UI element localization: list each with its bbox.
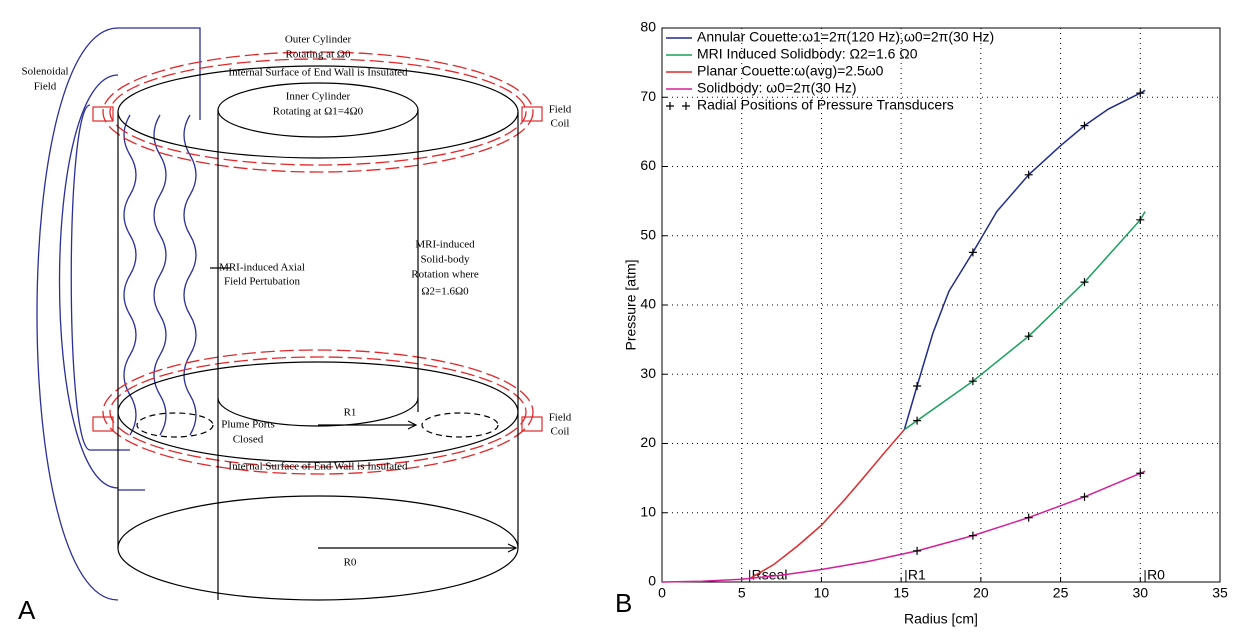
y-tick-label: 10 [640, 503, 656, 519]
legend-label: Annular Couette:ω1=2π(120 Hz),ω0=2π(30 H… [697, 29, 994, 45]
panel-label: B [615, 588, 632, 618]
diagram-label: Field [34, 81, 57, 93]
legend-label: Planar Couette:ω(avg)=2.5ω0 [697, 63, 884, 79]
annotation: R1 [908, 567, 926, 583]
diagram [36, 27, 543, 601]
x-axis-label: Radius [cm] [904, 611, 978, 627]
series-line [903, 211, 1146, 431]
x-tick-label: 30 [1132, 585, 1148, 601]
diagram-label: Closed [233, 434, 264, 446]
marker [666, 102, 674, 110]
marker [913, 416, 922, 425]
field-lines [36, 27, 201, 601]
legend-label: MRI Induced Solidbody: Ω2=1.6 Ω0 [697, 46, 918, 62]
marker [1136, 469, 1145, 478]
marker [913, 382, 922, 391]
diagram-label: Rotating at Ω1=4Ω0 [273, 106, 364, 118]
panel-label: A [18, 595, 36, 625]
annotation: Rseal [752, 567, 788, 583]
diagram-label: Outer Cylinder [285, 34, 352, 46]
marker [1080, 121, 1089, 130]
marker [1024, 513, 1033, 522]
annotation: R0 [1147, 567, 1165, 583]
diagram-label: R0 [344, 557, 357, 569]
marker [1024, 332, 1033, 341]
coil-rings [102, 51, 534, 475]
marker [968, 531, 977, 540]
diagram-label: Rotation where [411, 269, 479, 281]
diagram-label: Internal Surface of End Wall is Insulate… [228, 461, 408, 473]
marker [682, 102, 690, 110]
series-line [903, 89, 1146, 430]
diagram-label: MRI-induced [415, 239, 475, 251]
x-tick-label: 10 [814, 585, 830, 601]
x-tick-label: 0 [658, 585, 666, 601]
x-tick-label: 5 [738, 585, 746, 601]
diagram-label: Coil [551, 118, 570, 130]
marker [1136, 89, 1145, 98]
y-axis-label: Pressure [atm] [623, 259, 639, 350]
diagram-label: Ω2=1.6Ω0 [421, 286, 469, 298]
x-tick-label: 20 [973, 585, 989, 601]
y-tick-label: 80 [640, 19, 656, 35]
coil-boxes [92, 106, 543, 432]
y-tick-label: 0 [648, 573, 656, 589]
diagram-label: MRI-induced Axial [219, 262, 305, 274]
legend-label: Radial Positions of Pressure Transducers [697, 97, 954, 113]
y-tick-label: 70 [640, 88, 656, 104]
diagram-label: Field Pertubation [224, 276, 301, 288]
marker [1080, 278, 1089, 287]
x-tick-label: 15 [893, 585, 909, 601]
marker [913, 546, 922, 555]
marker [968, 248, 977, 257]
marker [1136, 215, 1145, 224]
diagram-label: R1 [344, 407, 357, 419]
legend-label: Solidbody: ω0=2π(30 Hz) [697, 80, 857, 96]
diagram-label: Plume Ports [221, 419, 274, 431]
x-tick-label: 35 [1212, 585, 1228, 601]
y-tick-label: 20 [640, 434, 656, 450]
series-line [749, 429, 905, 580]
diagram-label: Internal Surface of End Wall is Insulate… [228, 67, 408, 79]
diagram-label: Solid-body [421, 254, 470, 266]
marker [1024, 170, 1033, 179]
y-tick-label: 30 [640, 365, 656, 381]
diagram-label: Solenoidal [21, 66, 68, 78]
diagram-label: Coil [551, 426, 570, 438]
marker [1080, 492, 1089, 501]
y-tick-label: 40 [640, 296, 656, 312]
series-line [661, 470, 1146, 583]
y-tick-label: 50 [640, 226, 656, 242]
x-tick-label: 25 [1053, 585, 1069, 601]
y-tick-label: 60 [640, 157, 656, 173]
diagram-label: Field [549, 104, 572, 116]
diagram-label: Inner Cylinder [286, 91, 351, 103]
diagram-label: Field [549, 412, 572, 424]
diagram-label: Rotating at Ω0 [285, 49, 351, 61]
marker [968, 377, 977, 386]
